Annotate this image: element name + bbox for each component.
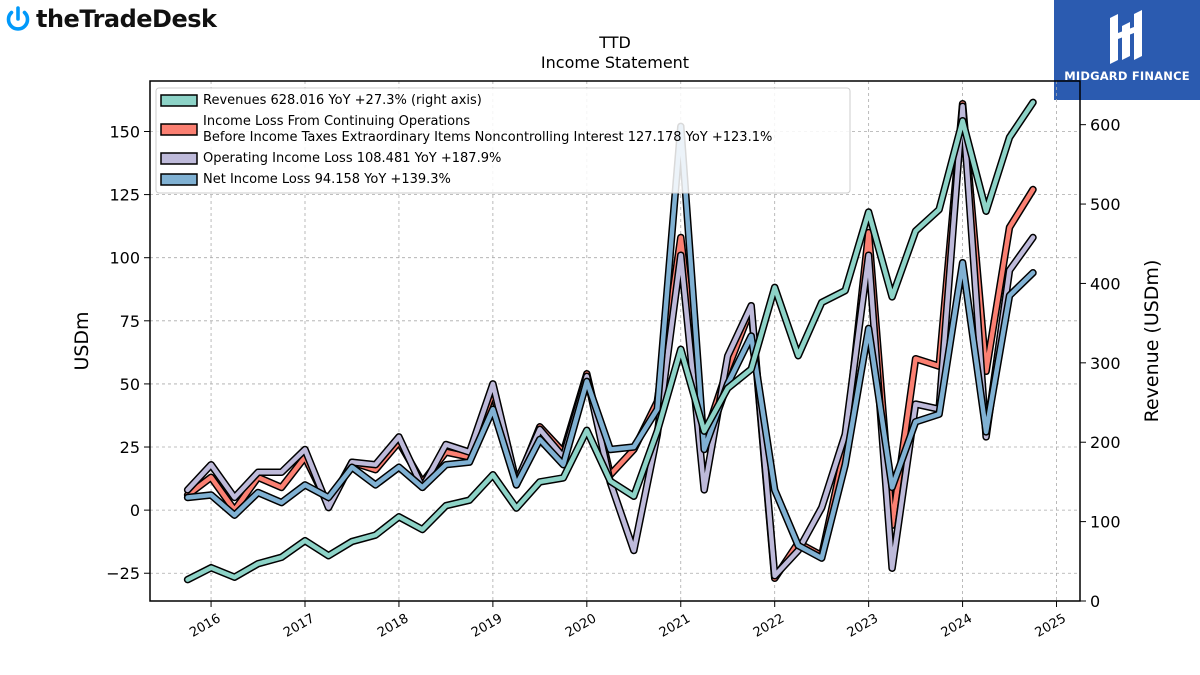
y-tick-label: 0 xyxy=(130,501,140,520)
legend-swatch xyxy=(160,123,198,136)
y-right-tick-label: 100 xyxy=(1090,513,1121,532)
y-right-tick-label: 0 xyxy=(1090,592,1100,611)
plot-frame xyxy=(149,80,1081,602)
series-line xyxy=(185,100,1036,582)
x-tick-label: 2022 xyxy=(751,611,787,641)
x-tick-label: 2023 xyxy=(845,611,881,641)
midgard-logo-icon xyxy=(1110,10,1142,64)
y-right-tick-label: 600 xyxy=(1090,116,1121,135)
tradedesk-logo: theTradeDesk xyxy=(4,2,217,36)
legend-swatch xyxy=(160,173,198,186)
y-right-tick-label: 400 xyxy=(1090,274,1121,293)
x-tick-label: 2018 xyxy=(375,611,411,641)
legend-label: Revenues 628.016 YoY +27.3% (right axis) xyxy=(203,93,482,108)
series-lines xyxy=(183,98,1037,584)
legend-label: Before Income Taxes Extraordinary Items … xyxy=(203,130,772,145)
y-tick-label: −25 xyxy=(106,564,140,583)
y-tick-label: 125 xyxy=(109,186,140,205)
legend-label: Net Income Loss 94.158 YoY +139.3% xyxy=(203,172,451,187)
midgard-finance-badge: MIDGARD FINANCE xyxy=(1054,0,1200,100)
y-right-tick-label: 300 xyxy=(1090,354,1121,373)
x-tick-label: 2019 xyxy=(469,611,505,641)
chart-title: TTD xyxy=(598,33,631,52)
y-axis-right-label: Revenue (USDm) xyxy=(1141,260,1163,423)
series-0 xyxy=(183,98,1037,584)
series-line xyxy=(185,124,1036,561)
legend: Revenues 628.016 YoY +27.3% (right axis)… xyxy=(155,87,851,194)
y-tick-label: 25 xyxy=(120,438,140,457)
x-tick-label: 2024 xyxy=(939,611,975,641)
x-tick-label: 2017 xyxy=(281,611,317,641)
chart-subtitle: Income Statement xyxy=(541,53,689,72)
legend-swatch xyxy=(160,94,198,107)
y-axis-label: USDm xyxy=(71,311,93,370)
x-tick-label: 2025 xyxy=(1033,611,1069,641)
y-tick-label: 75 xyxy=(120,312,140,331)
x-tick-label: 2016 xyxy=(187,611,223,641)
y-tick-label: 100 xyxy=(109,249,140,268)
brand-name: theTradeDesk xyxy=(36,5,217,33)
legend-label: Operating Income Loss 108.481 YoY +187.9… xyxy=(203,151,501,166)
badge-text: MIDGARD FINANCE xyxy=(1064,69,1190,83)
legend-box xyxy=(155,87,851,194)
y-right-tick-label: 500 xyxy=(1090,195,1121,214)
y-tick-label: 150 xyxy=(109,122,140,141)
legend-label: Income Loss From Continuing Operations xyxy=(203,114,470,129)
x-tick-label: 2020 xyxy=(563,611,599,641)
power-icon xyxy=(6,6,30,31)
series-3 xyxy=(183,122,1037,562)
legend-swatch xyxy=(160,152,198,165)
y-tick-label: 50 xyxy=(120,375,140,394)
x-tick-label: 2021 xyxy=(657,611,693,641)
y-right-tick-label: 200 xyxy=(1090,433,1121,452)
